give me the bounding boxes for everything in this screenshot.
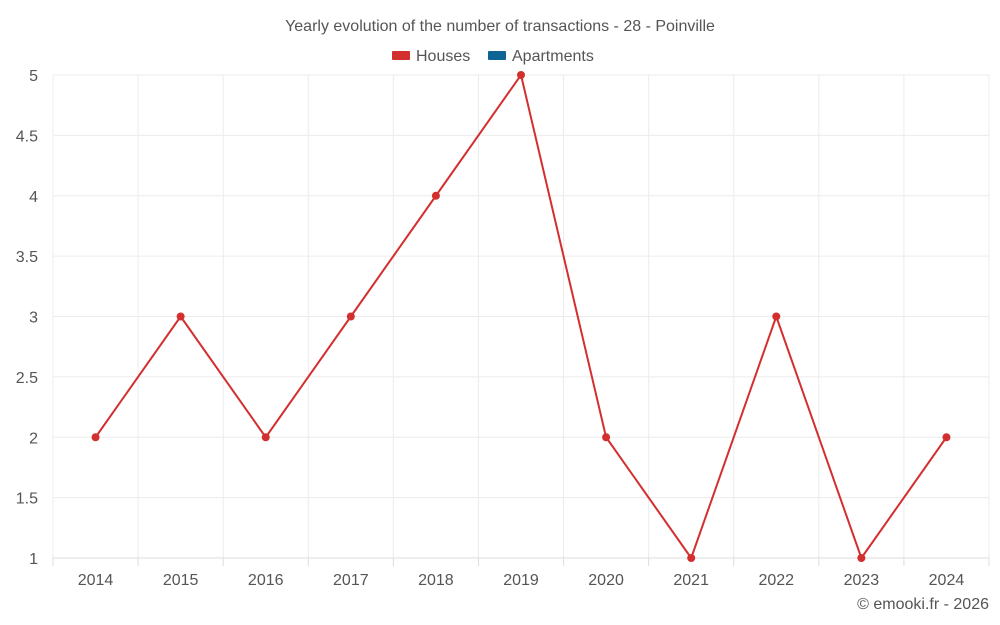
- x-tick-label: 2022: [758, 572, 794, 589]
- x-tick-label: 2017: [333, 572, 369, 589]
- data-point[interactable]: [261, 433, 270, 442]
- x-axis-ticks: 2014 2015 2016 2017 2018 2019 2020 2021 2022 2023…: [52, 558, 990, 589]
- legend: Houses Apartments: [392, 48, 594, 65]
- grid: [52, 74, 990, 559]
- x-tick-label: 2020: [588, 572, 624, 589]
- y-tick-label: 4: [29, 189, 38, 206]
- data-point[interactable]: [176, 312, 185, 321]
- y-axis-ticks: 1 1.5 2 2.5 3 3.5 4 4.5 5: [16, 68, 38, 568]
- x-tick-label: 2019: [503, 572, 539, 589]
- credit-text: © emooki.fr - 2026: [857, 596, 989, 613]
- legend-item-houses[interactable]: Houses: [392, 48, 470, 65]
- data-point[interactable]: [431, 191, 440, 200]
- data-point[interactable]: [602, 433, 611, 442]
- y-tick-label: 3: [29, 310, 38, 327]
- legend-label-houses: Houses: [416, 48, 470, 65]
- y-tick-label: 1.5: [16, 491, 38, 508]
- data-point[interactable]: [346, 312, 355, 321]
- data-point[interactable]: [942, 433, 951, 442]
- data-point[interactable]: [517, 71, 525, 79]
- x-tick-label: 2015: [163, 572, 199, 589]
- data-point[interactable]: [772, 312, 781, 321]
- data-point[interactable]: [687, 554, 696, 562]
- data-point[interactable]: [91, 433, 100, 442]
- x-tick-label: 2018: [418, 572, 454, 589]
- y-tick-label: 1: [29, 551, 38, 568]
- data-point[interactable]: [857, 554, 866, 562]
- y-tick-label: 2: [29, 430, 38, 447]
- x-tick-label: 2023: [844, 572, 880, 589]
- legend-item-apartments[interactable]: Apartments: [488, 48, 594, 65]
- chart-title: Yearly evolution of the number of transa…: [285, 18, 715, 35]
- x-tick-label: 2014: [78, 572, 114, 589]
- x-tick-label: 2016: [248, 572, 284, 589]
- y-tick-label: 2.5: [16, 370, 38, 387]
- series-houses: [91, 71, 951, 562]
- y-tick-label: 4.5: [16, 128, 38, 145]
- legend-swatch-apartments: [488, 51, 506, 60]
- y-tick-label: 5: [29, 68, 38, 85]
- x-tick-label: 2021: [673, 572, 709, 589]
- legend-label-apartments: Apartments: [512, 48, 594, 65]
- legend-swatch-houses: [392, 51, 410, 60]
- x-tick-label: 2024: [929, 572, 965, 589]
- y-tick-label: 3.5: [16, 249, 38, 266]
